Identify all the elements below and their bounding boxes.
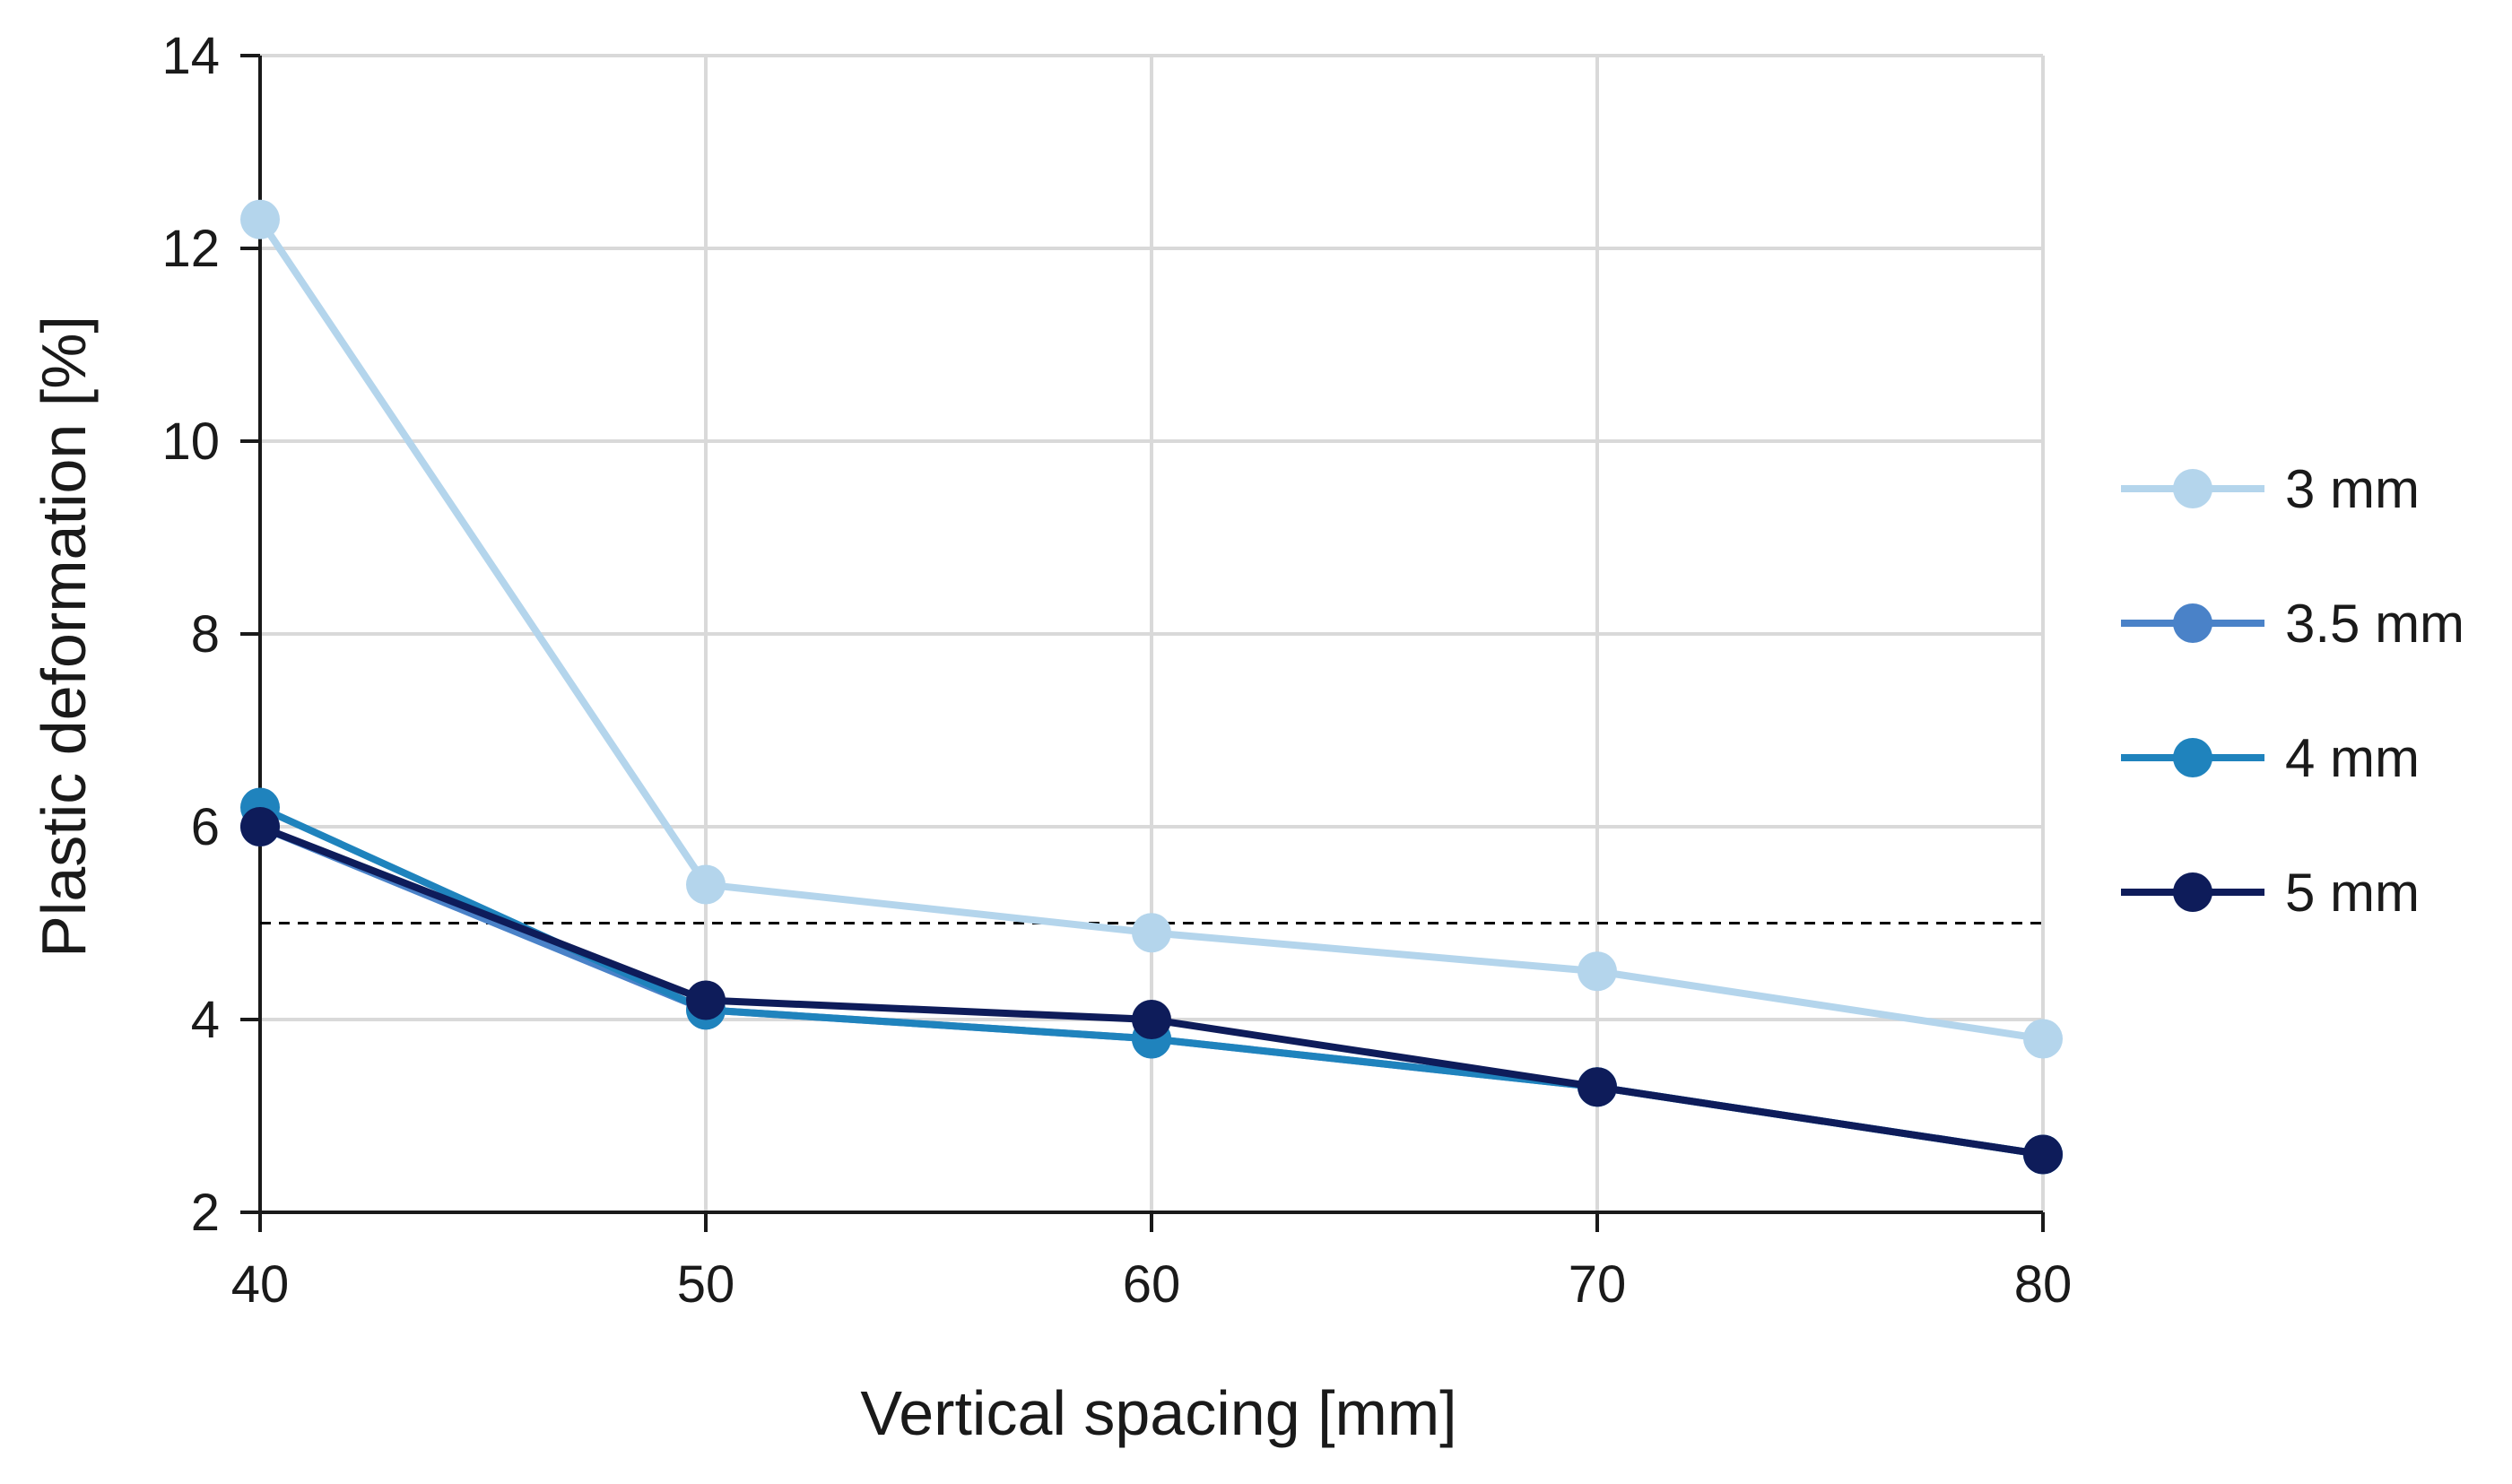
legend-label: 5 mm — [2285, 863, 2420, 923]
y-tick-label: 6 — [191, 798, 220, 856]
data-point — [2023, 1134, 2063, 1175]
legend-marker — [2173, 603, 2212, 643]
legend-label: 3.5 mm — [2285, 594, 2464, 654]
data-point — [2023, 1019, 2063, 1059]
data-point — [240, 199, 280, 239]
legend-label: 4 mm — [2285, 728, 2420, 788]
x-tick-label: 40 — [231, 1255, 290, 1314]
data-point — [1132, 1000, 1171, 1039]
legend-marker — [2173, 738, 2212, 777]
legend-label: 3 mm — [2285, 459, 2420, 519]
x-tick-label: 70 — [1569, 1255, 1627, 1314]
y-axis-title: Plastic deformation [%] — [29, 316, 99, 958]
legend-marker — [2173, 872, 2212, 912]
data-point — [686, 980, 726, 1020]
y-tick-label: 4 — [191, 991, 220, 1049]
x-tick-label: 80 — [2014, 1255, 2073, 1314]
data-point — [686, 864, 726, 905]
legend: 3 mm 3.5 mm 4 mm 5 mm — [2121, 459, 2464, 923]
y-tick-label: 12 — [161, 220, 220, 278]
y-tick-label: 10 — [161, 412, 220, 471]
x-tick-label: 60 — [1123, 1255, 1181, 1314]
y-tick-label: 8 — [191, 605, 220, 664]
x-axis-title: Vertical spacing [mm] — [860, 1378, 1456, 1448]
data-point — [1132, 913, 1171, 953]
legend-marker — [2173, 469, 2212, 508]
data-point — [240, 807, 280, 846]
data-point — [1578, 1067, 1617, 1107]
axes-layer — [240, 54, 2045, 1232]
y-tick-label: 2 — [191, 1184, 220, 1242]
tick-labels-layer: 2 4 6 8 10 12 14 40 50 60 70 80 — [161, 27, 2072, 1314]
y-tick-label: 14 — [161, 27, 220, 85]
x-tick-label: 50 — [677, 1255, 735, 1314]
series-layer — [240, 199, 2063, 1175]
data-point — [1578, 951, 1617, 992]
